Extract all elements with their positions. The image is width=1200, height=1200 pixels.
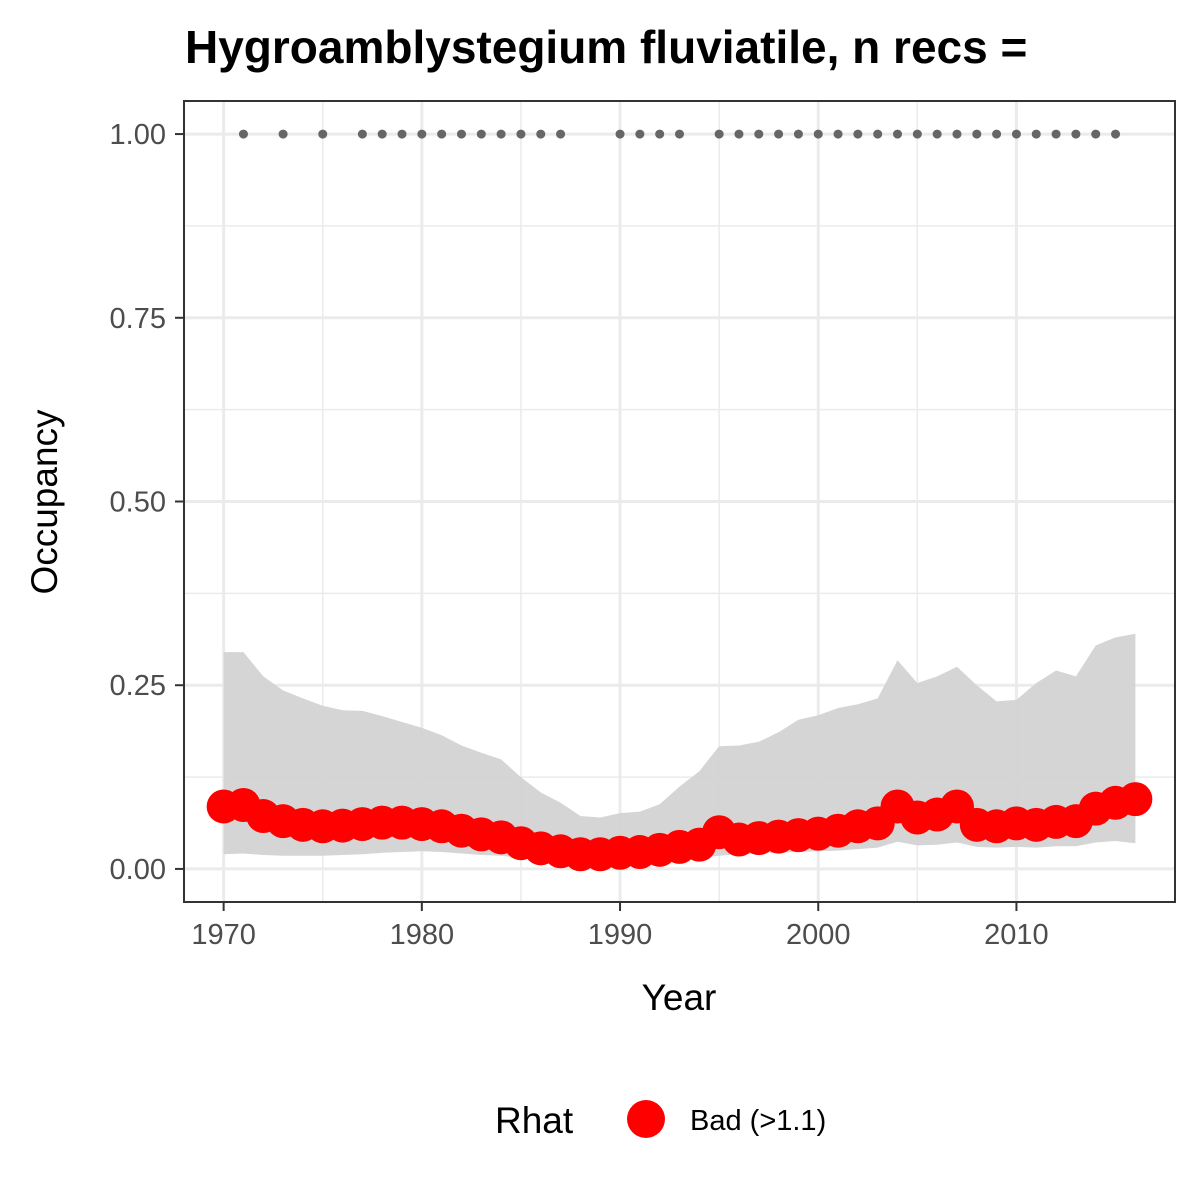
record-point [1011, 129, 1021, 139]
record-point [972, 129, 982, 139]
record-point [377, 129, 387, 139]
legend-label-bad: Bad (>1.1) [690, 1105, 826, 1137]
record-point [536, 129, 546, 139]
x-tick-label: 1980 [390, 919, 455, 951]
record-point [853, 129, 863, 139]
record-point [793, 129, 803, 139]
record-point [238, 129, 248, 139]
record-point [754, 129, 764, 139]
record-point [615, 129, 625, 139]
record-point [774, 129, 784, 139]
record-point [1111, 129, 1121, 139]
y-tick-label: 0.75 [110, 303, 166, 335]
record-point [1071, 129, 1081, 139]
x-tick-label: 2010 [984, 919, 1049, 951]
y-tick-label: 0.00 [110, 854, 166, 886]
y-tick-label: 0.25 [110, 670, 166, 702]
x-tick-label: 1990 [588, 919, 653, 951]
record-point [417, 129, 427, 139]
record-point [516, 129, 526, 139]
x-axis-title: Year [642, 977, 717, 1018]
record-point [318, 129, 328, 139]
record-point [635, 129, 645, 139]
record-point [952, 129, 962, 139]
record-point [556, 129, 566, 139]
y-tick-label: 0.50 [110, 487, 166, 519]
record-point [1091, 129, 1101, 139]
record-point [278, 129, 288, 139]
record-point [932, 129, 942, 139]
record-point [675, 129, 684, 139]
record-point [1051, 129, 1061, 139]
occupancy-points [206, 782, 1153, 872]
record-point [992, 129, 1002, 139]
legend: Rhat Bad (>1.1) [495, 1100, 826, 1141]
record-point [893, 129, 903, 139]
record-point [357, 129, 367, 139]
record-point [496, 129, 506, 139]
record-point [833, 129, 843, 139]
y-axis: 0.00 0.25 0.50 0.75 1.00 [110, 119, 184, 886]
record-point [813, 129, 823, 139]
legend-title: Rhat [495, 1100, 574, 1141]
record-points [238, 129, 1121, 139]
chart-title: Hygroamblystegium fluviatile, n recs = [185, 21, 1027, 73]
x-tick-label: 1970 [191, 919, 256, 951]
record-point [912, 129, 922, 139]
record-point [1031, 129, 1041, 139]
occupancy-point [1118, 782, 1153, 817]
x-axis: 1970 1980 1990 2000 2010 [191, 902, 1049, 951]
record-point [734, 129, 744, 139]
record-point [476, 129, 486, 139]
record-point [456, 129, 466, 139]
record-point [655, 129, 665, 139]
y-tick-label: 1.00 [110, 119, 166, 151]
record-point [714, 129, 724, 139]
record-point [397, 129, 407, 139]
x-tick-label: 2000 [786, 919, 851, 951]
y-axis-title: Occupancy [24, 409, 65, 595]
record-point [437, 129, 447, 139]
record-point [873, 129, 883, 139]
legend-key-bad [627, 1100, 665, 1138]
